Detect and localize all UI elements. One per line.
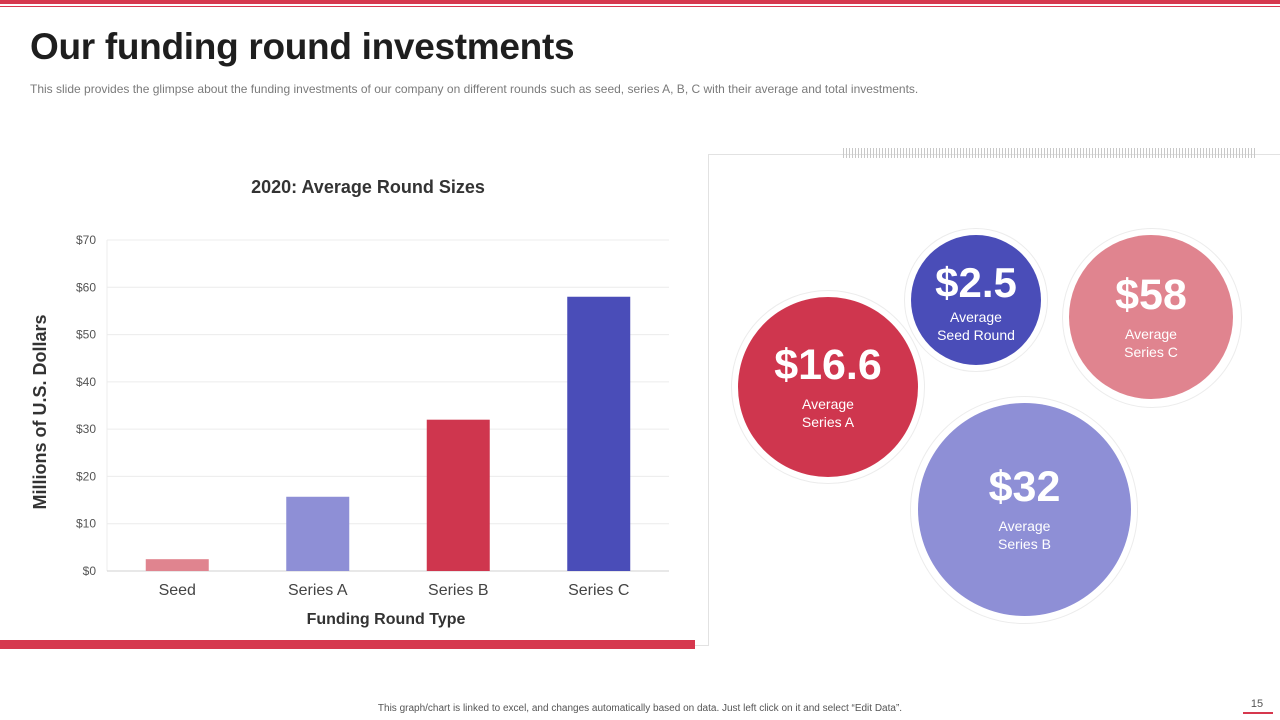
x-tick-label: Series C — [568, 582, 629, 599]
bubble-series-a: $16.6 Average Series A — [738, 297, 918, 477]
bubble-series-b-value: $32 — [988, 463, 1061, 511]
bar-series-a[interactable] — [286, 496, 350, 571]
footer-note: This graph/chart is linked to excel, and… — [377, 703, 903, 714]
chart-y-tick-labels: $0 $10 $20 $30 $40 $50 $60 $70 — [76, 233, 96, 578]
bubble-series-a-value: $16.6 — [774, 340, 882, 389]
y-tick-label: $50 — [76, 328, 96, 342]
bar-chart[interactable]: 2020: Average Round Sizes $0 $10 $20 $30 $40… — [0, 150, 700, 640]
bubble-seed-label: Average Seed Round — [937, 309, 1015, 343]
x-axis-label: Funding Round Type — [307, 611, 466, 628]
y-tick-label: $30 — [76, 422, 96, 436]
bar-series-b[interactable] — [426, 419, 490, 571]
y-tick-label: $60 — [76, 280, 96, 294]
bubble-ring — [904, 228, 1048, 372]
bubble-series-c-value: $58 — [1115, 270, 1187, 319]
chart-title: 2020: Average Round Sizes — [251, 177, 485, 197]
top-accent-bar — [0, 0, 1280, 4]
page-subtitle: This slide provides the glimpse about th… — [30, 82, 919, 96]
page-number-underline — [1243, 712, 1273, 714]
page-title: Our funding round investments — [30, 26, 575, 67]
y-tick-label: $40 — [76, 375, 96, 389]
y-axis-label: Millions of U.S. Dollars — [30, 314, 50, 509]
bar-series-c[interactable] — [567, 296, 631, 571]
bubble-series-c-label: Average Series C — [1124, 325, 1178, 360]
bubble-series-b: $32 Average Series B — [918, 403, 1131, 616]
bubble-seed: $2.5 Average Seed Round — [911, 235, 1041, 365]
bubble-series-c: $58 Average Series C — [1069, 235, 1233, 399]
y-tick-label: $70 — [76, 233, 96, 247]
y-tick-label: $20 — [76, 469, 96, 483]
bottom-accent-bar — [0, 640, 695, 649]
panel-bottom-border — [695, 645, 709, 646]
bubble-series-a-label: Average Series A — [801, 395, 855, 430]
y-tick-label: $10 — [76, 517, 96, 531]
panel-left-border — [708, 154, 709, 646]
top-accent-line — [0, 6, 1280, 7]
chart-bars — [145, 296, 631, 571]
y-tick-label: $0 — [83, 564, 97, 578]
bar-seed[interactable] — [145, 559, 209, 571]
x-tick-label: Series B — [428, 582, 488, 599]
bubble-ring — [731, 290, 925, 484]
x-tick-label: Seed — [159, 582, 196, 599]
bubble-ring — [910, 396, 1138, 624]
bubble-series-b-label: Average Series B — [998, 518, 1051, 552]
x-tick-label: Series A — [288, 582, 348, 599]
bubble-seed-value: $2.5 — [935, 259, 1017, 306]
page-number: 15 — [1250, 698, 1264, 710]
bubble-ring — [1062, 228, 1242, 408]
chart-x-tick-labels: Seed Series A Series B Series C — [159, 582, 630, 599]
decorative-hatch — [843, 148, 1257, 158]
